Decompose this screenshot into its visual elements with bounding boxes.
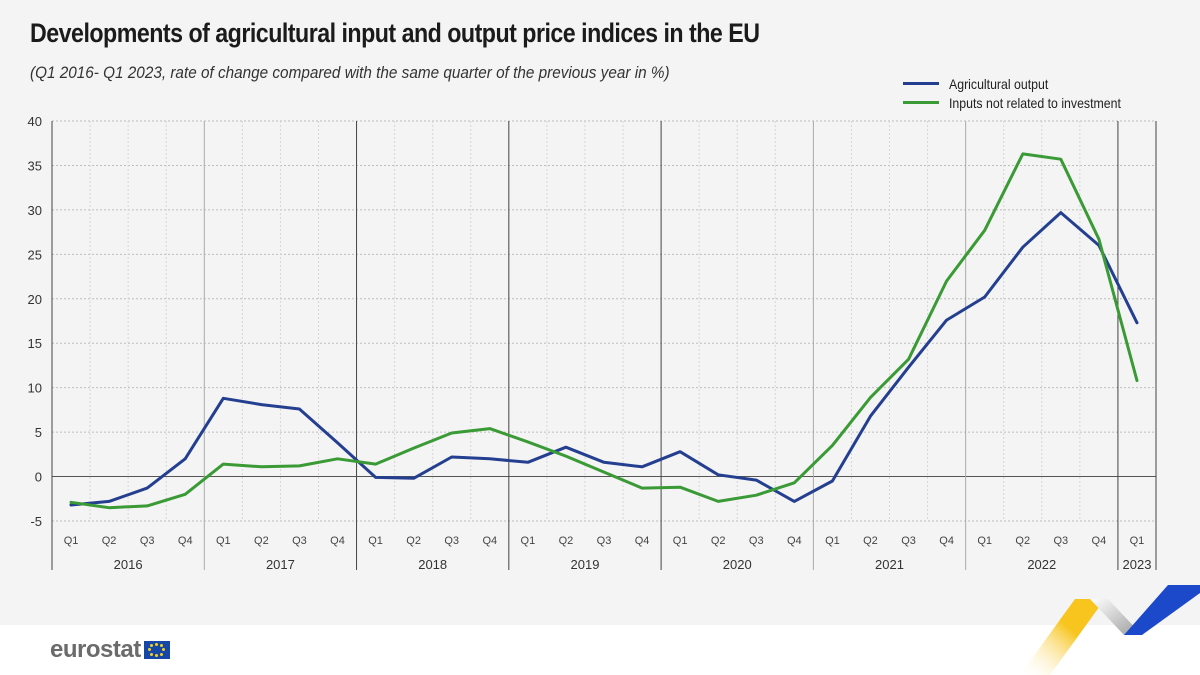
- logo-text: eurostat: [50, 636, 141, 663]
- x-tick-quarter-label: Q3: [1053, 535, 1068, 547]
- x-tick-quarter-label: Q4: [939, 535, 954, 547]
- legend-label: Inputs not related to investment: [949, 94, 1121, 111]
- x-tick-quarter-label: Q4: [330, 535, 345, 547]
- x-tick-quarter-label: Q1: [216, 535, 231, 547]
- x-tick-quarter-label: Q2: [102, 535, 117, 547]
- eurostat-corner-decoration: [1020, 585, 1200, 675]
- y-tick-label: 20: [28, 292, 42, 307]
- x-tick-quarter-label: Q4: [1092, 535, 1107, 547]
- x-tick-year-label: 2020: [723, 557, 752, 572]
- x-tick-quarter-label: Q1: [368, 535, 383, 547]
- line-chart: 40 35 30 25 20 15 10 5 0 -5 Q1 Q2 Q3 Q4 Q1 Q2 Q3 Q4 Q1 Q2 Q3…: [28, 114, 1157, 572]
- x-tick-quarter-label: Q3: [597, 535, 612, 547]
- x-tick-quarter-label: Q1: [1130, 535, 1145, 547]
- x-tick-quarter-label: Q2: [559, 535, 574, 547]
- eu-flag-icon: [143, 641, 170, 659]
- x-tick-quarter-label: Q3: [140, 535, 155, 547]
- legend-item-agricultural-output: Agricultural output: [903, 74, 1144, 93]
- x-tick-quarter-label: Q4: [178, 535, 193, 547]
- y-tick-label: 35: [28, 158, 42, 173]
- y-tick-label: 15: [28, 336, 42, 351]
- x-tick-quarter-label: Q4: [787, 535, 802, 547]
- x-tick-year-label: 2017: [266, 557, 295, 572]
- series-line-agricultural-output: [69, 211, 1139, 507]
- x-tick-quarter-label: Q4: [635, 535, 650, 547]
- x-tick-year-label: 2023: [1123, 557, 1152, 572]
- series-line-inputs-not-related-to-investment: [69, 152, 1139, 510]
- legend-item-inputs: Inputs not related to investment: [903, 93, 1144, 112]
- legend-label: Agricultural output: [949, 75, 1049, 92]
- y-tick-label: 5: [35, 425, 42, 440]
- x-tick-quarter-label: Q2: [1015, 535, 1030, 547]
- x-tick-quarter-label: Q1: [521, 535, 536, 547]
- x-tick-quarter-label: Q1: [64, 535, 79, 547]
- chart-title: Developments of agricultural input and o…: [30, 18, 760, 48]
- decoration-blue-stripe: [1124, 585, 1200, 635]
- x-tick-quarter-label: Q2: [711, 535, 726, 547]
- x-tick-year-label: 2022: [1027, 557, 1056, 572]
- decoration-grey-stripe: [1090, 599, 1142, 635]
- x-tick-quarter-label: Q3: [901, 535, 916, 547]
- x-tick-year-label: 2018: [418, 557, 447, 572]
- eurostat-logo: eurostat: [50, 636, 170, 664]
- x-tick-quarter-label: Q4: [482, 535, 497, 547]
- x-tick-year-label: 2016: [114, 557, 143, 572]
- x-tick-quarter-label: Q3: [444, 535, 459, 547]
- x-tick-quarter-label: Q3: [292, 535, 307, 547]
- legend: Agricultural output Inputs not related t…: [903, 74, 1144, 112]
- y-tick-label: 30: [28, 203, 42, 218]
- legend-swatch-inputs: [903, 101, 939, 104]
- y-tick-label: 40: [28, 114, 42, 129]
- decoration-yellow-stripe: [1020, 599, 1105, 675]
- y-tick-label: 25: [28, 247, 42, 262]
- y-tick-label: 10: [28, 381, 42, 396]
- y-tick-label: 0: [35, 470, 42, 485]
- x-tick-quarter-label: Q1: [673, 535, 688, 547]
- x-tick-quarter-label: Q2: [406, 535, 421, 547]
- x-tick-quarter-label: Q1: [977, 535, 992, 547]
- x-tick-quarter-label: Q3: [749, 535, 764, 547]
- x-tick-quarter-label: Q1: [825, 535, 840, 547]
- x-tick-year-label: 2019: [571, 557, 600, 572]
- x-tick-quarter-label: Q2: [254, 535, 269, 547]
- chart-subtitle: (Q1 2016- Q1 2023, rate of change compar…: [30, 63, 670, 82]
- legend-swatch-output: [903, 82, 939, 85]
- y-tick-label: -5: [30, 514, 42, 529]
- x-tick-year-label: 2021: [875, 557, 904, 572]
- x-tick-quarter-label: Q2: [863, 535, 878, 547]
